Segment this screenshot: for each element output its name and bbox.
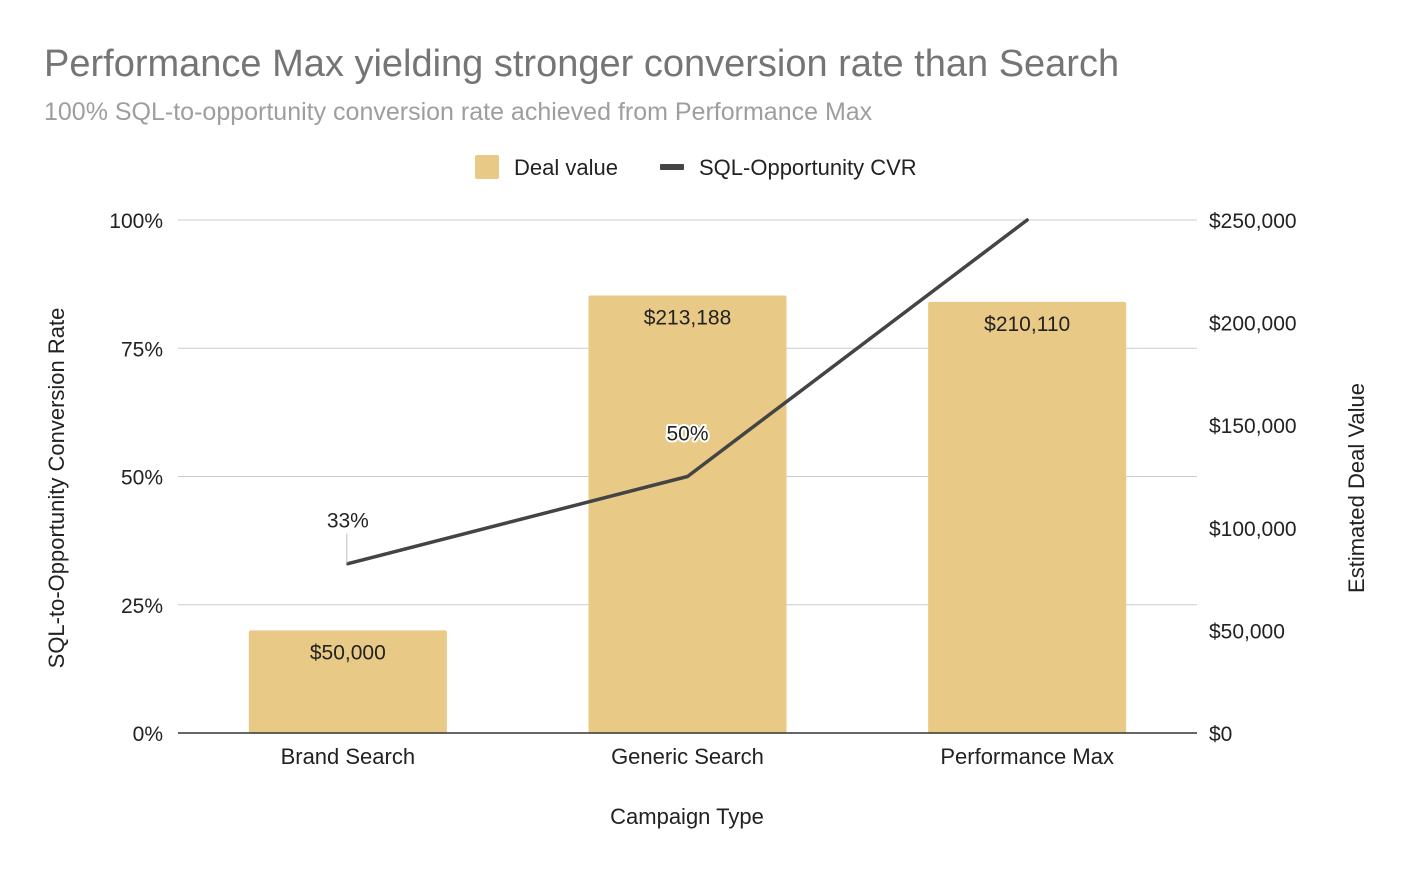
legend-swatch-cvr xyxy=(660,164,684,170)
bar-series xyxy=(248,295,1127,733)
right-tick-label: $50,000 xyxy=(1209,620,1285,643)
bar xyxy=(928,301,1127,733)
chart-subtitle: 100% SQL-to-opportunity conversion rate … xyxy=(44,98,873,126)
x-tick-label: Performance Max xyxy=(940,744,1114,769)
line-series xyxy=(346,218,1029,566)
right-tick-label: $150,000 xyxy=(1209,415,1297,438)
legend-label-deal-value: Deal value xyxy=(514,155,618,180)
x-axis-ticks: Brand Search Generic Search Performance Ma… xyxy=(281,744,1114,769)
cvr-line xyxy=(346,218,1029,566)
x-tick-label: Brand Search xyxy=(281,744,416,769)
bar xyxy=(588,295,787,733)
bar xyxy=(248,630,447,733)
left-tick-label: 75% xyxy=(121,338,163,361)
left-tick-label: 100% xyxy=(109,210,163,233)
right-axis-title: Estimated Deal Value xyxy=(1344,383,1369,593)
left-tick-label: 50% xyxy=(121,467,163,490)
right-tick-label: $0 xyxy=(1209,723,1232,746)
left-tick-label: 0% xyxy=(133,723,163,746)
left-axis-title: SQL-to-Opportunity Conversion Rate xyxy=(44,308,69,669)
right-tick-label: $250,000 xyxy=(1209,210,1297,233)
right-axis-ticks: $0 $50,000 $100,000 $150,000 $200,000 $250,00… xyxy=(1209,210,1297,746)
bar-data-label: $50,000 xyxy=(310,641,386,664)
x-tick-label: Generic Search xyxy=(611,744,764,769)
legend-label-cvr: SQL-Opportunity CVR xyxy=(699,155,917,180)
bar-data-label: $213,188 xyxy=(644,307,732,330)
legend: Deal value SQL-Opportunity CVR xyxy=(475,155,917,180)
left-tick-label: 25% xyxy=(121,595,163,618)
line-data-label: 33% xyxy=(327,510,369,533)
line-data-label: 50% xyxy=(666,423,708,446)
x-axis-title: Campaign Type xyxy=(610,804,764,829)
bar-data-labels: $50,000 $213,188 $210,110 xyxy=(310,307,1070,665)
legend-swatch-deal-value xyxy=(475,155,499,179)
chart-title: Performance Max yielding stronger conver… xyxy=(44,43,1119,85)
line-data-labels: 33% 50% xyxy=(325,421,711,564)
bar-data-label: $210,110 xyxy=(984,313,1070,336)
right-tick-label: $200,000 xyxy=(1209,313,1297,336)
left-axis-ticks: 0% 25% 50% 75% 100% xyxy=(109,210,163,746)
right-tick-label: $100,000 xyxy=(1209,518,1297,541)
